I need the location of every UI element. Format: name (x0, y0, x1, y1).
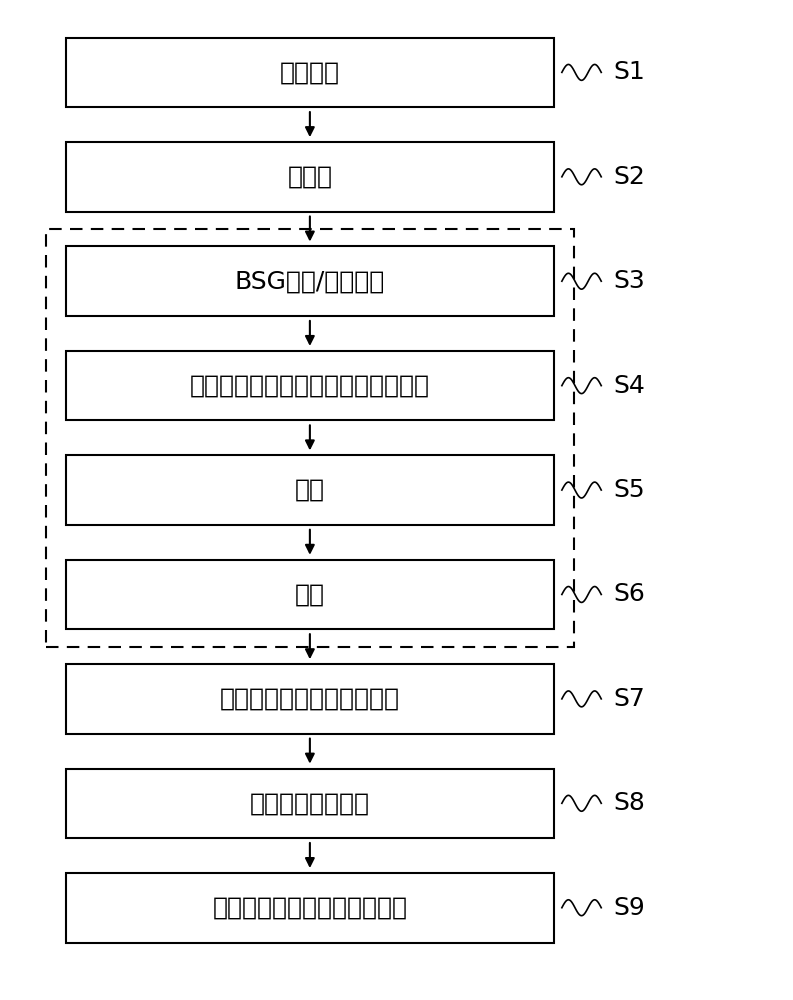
Text: BSG清洗/背面抛光: BSG清洗/背面抛光 (235, 269, 385, 293)
Text: 硼扩散: 硼扩散 (287, 165, 332, 189)
FancyBboxPatch shape (66, 664, 554, 734)
Text: 背丝网印刷、烧结测试、分选: 背丝网印刷、烧结测试、分选 (213, 896, 408, 920)
Text: S1: S1 (613, 60, 645, 84)
Text: S6: S6 (613, 582, 645, 606)
FancyBboxPatch shape (66, 873, 554, 943)
FancyBboxPatch shape (66, 455, 554, 525)
Text: 正面沉积氧化铝和氮化硅层: 正面沉积氧化铝和氮化硅层 (220, 687, 400, 711)
Text: S8: S8 (613, 791, 645, 815)
Text: S2: S2 (613, 165, 645, 189)
Text: S5: S5 (613, 478, 645, 502)
FancyBboxPatch shape (66, 38, 554, 107)
Text: 清洗: 清洗 (295, 582, 325, 606)
Text: 背面沉积氮化硅层: 背面沉积氮化硅层 (250, 791, 370, 815)
FancyBboxPatch shape (66, 560, 554, 629)
Text: 清洗制绒: 清洗制绒 (280, 60, 340, 84)
Text: S7: S7 (613, 687, 645, 711)
Text: 背面沉积隧穿氧化层和掺杂非晶硅层: 背面沉积隧穿氧化层和掺杂非晶硅层 (190, 374, 430, 398)
FancyBboxPatch shape (66, 142, 554, 212)
FancyBboxPatch shape (66, 246, 554, 316)
Text: 退火: 退火 (295, 478, 325, 502)
FancyBboxPatch shape (66, 768, 554, 838)
Text: S9: S9 (613, 896, 645, 920)
Text: S4: S4 (613, 374, 645, 398)
Text: S3: S3 (613, 269, 645, 293)
FancyBboxPatch shape (66, 351, 554, 420)
